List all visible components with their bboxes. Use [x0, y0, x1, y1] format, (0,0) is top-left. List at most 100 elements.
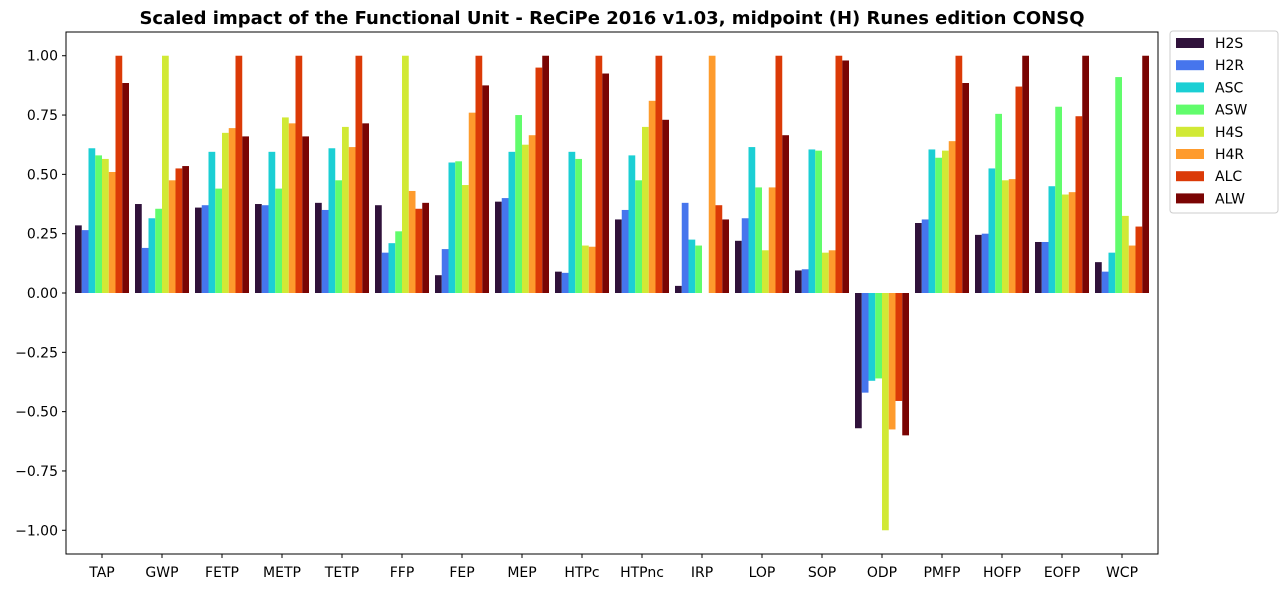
- y-tick-label: −0.50: [15, 405, 58, 421]
- legend-label-asw: ASW: [1215, 103, 1247, 119]
- x-tick-label-eofp: EOFP: [1044, 565, 1080, 581]
- bar-h4r-tap: [108, 171, 116, 293]
- bar-asc-lop: [748, 147, 756, 293]
- bar-h4r-lop: [768, 187, 776, 293]
- bar-h4s-mep: [522, 144, 529, 293]
- bar-asw-hofp: [995, 113, 1002, 293]
- x-tick-label-wcp: WCP: [1106, 565, 1138, 581]
- bars-group: [75, 55, 1149, 531]
- bar-alw-gwp: [182, 166, 189, 293]
- bar-asc-hofp: [988, 168, 996, 293]
- bar-h4s-tetp: [342, 126, 349, 293]
- bar-alw-htpc: [602, 73, 609, 294]
- bar-h4r-sop: [828, 250, 836, 293]
- bar-h4r-irp: [708, 55, 716, 294]
- bar-h4r-hofp: [1008, 179, 1016, 293]
- bar-h2r-wcp: [1101, 271, 1109, 293]
- bar-asc-ffp: [388, 243, 396, 293]
- bar-h4r-eofp: [1068, 192, 1076, 293]
- bar-h4r-fetp: [228, 128, 236, 293]
- bar-asw-gwp: [155, 208, 162, 293]
- bar-h4r-mep: [528, 135, 536, 293]
- bar-asc-metp: [268, 151, 276, 293]
- bar-alc-odp: [895, 293, 903, 401]
- bar-h2r-tetp: [321, 209, 329, 293]
- bar-alw-fetp: [242, 136, 249, 293]
- bar-asc-odp: [868, 293, 876, 381]
- bar-h4s-pmfp: [942, 150, 949, 293]
- x-tick-label-mep: MEP: [507, 565, 536, 581]
- bar-h2r-gwp: [141, 247, 149, 293]
- bar-asw-fetp: [215, 188, 222, 293]
- bar-h4s-gwp: [162, 55, 169, 294]
- bar-h2s-pmfp: [915, 223, 922, 293]
- legend-swatch-h2r: [1176, 60, 1204, 71]
- bar-h4s-htpnc: [642, 126, 649, 293]
- bar-h4r-pmfp: [948, 141, 956, 293]
- legend-swatch-asw: [1176, 104, 1204, 115]
- x-tick-label-tetp: TETP: [324, 565, 359, 581]
- bar-alw-irp: [722, 219, 729, 293]
- bar-h4r-htpnc: [648, 100, 656, 293]
- bar-h2s-gwp: [135, 204, 142, 293]
- legend-label-h4r: H4R: [1215, 147, 1244, 163]
- bar-h2r-fetp: [201, 205, 209, 293]
- bar-h4s-eofp: [1062, 194, 1069, 293]
- bar-asw-lop: [755, 187, 762, 293]
- bar-h2s-eofp: [1035, 241, 1042, 293]
- legend-swatch-h2s: [1176, 38, 1204, 48]
- bar-alw-tetp: [362, 123, 369, 293]
- x-tick-label-sop: SOP: [808, 565, 836, 581]
- bar-h2s-tap: [75, 225, 82, 293]
- bar-asw-htpnc: [635, 180, 642, 293]
- bar-h4r-wcp: [1128, 245, 1136, 293]
- bar-h2r-sop: [801, 269, 809, 293]
- bar-h2r-hofp: [981, 233, 989, 293]
- bar-h4s-sop: [822, 252, 829, 293]
- bar-asc-htpc: [568, 151, 576, 293]
- x-tick-label-odp: ODP: [867, 565, 897, 581]
- bar-h4s-fetp: [222, 132, 229, 293]
- bar-h2s-sop: [795, 270, 802, 293]
- bar-alc-hofp: [1015, 86, 1023, 293]
- bar-h4s-ffp: [402, 55, 409, 294]
- bar-alw-ffp: [422, 202, 429, 293]
- bar-asc-tap: [88, 148, 96, 293]
- y-ticks-group: −1.00 −0.75 −0.50 −0.25 0.00 0.25 0.50 0.75 1.00: [15, 49, 66, 539]
- bar-h4s-odp: [882, 293, 889, 531]
- y-tick-label: −1.00: [15, 523, 58, 539]
- bar-asw-mep: [515, 115, 522, 293]
- bar-alw-mep: [542, 55, 549, 294]
- bar-alc-eofp: [1075, 116, 1083, 293]
- bar-alc-ffp: [415, 208, 423, 293]
- chart-title: Scaled impact of the Functional Unit - R…: [139, 8, 1084, 29]
- bar-alc-gwp: [175, 168, 183, 293]
- bar-h2s-ffp: [375, 205, 382, 293]
- bar-asc-gwp: [148, 218, 156, 293]
- bar-alw-pmfp: [962, 83, 969, 293]
- x-tick-label-gwp: GWP: [145, 565, 178, 581]
- legend: H2S H2R ASC ASW H4S H4R ALC ALW: [1169, 30, 1279, 214]
- bar-asw-wcp: [1115, 77, 1122, 293]
- x-tick-label-lop: LOP: [749, 565, 776, 581]
- bar-alw-hofp: [1022, 55, 1029, 294]
- x-tick-label-htpc: HTPc: [564, 565, 599, 581]
- bar-h2s-wcp: [1095, 262, 1102, 293]
- bar-alc-pmfp: [955, 55, 963, 294]
- bar-h2r-odp: [861, 293, 869, 393]
- legend-label-h2s: H2S: [1215, 36, 1243, 52]
- y-tick-label: 1.00: [27, 49, 58, 65]
- bar-h4s-wcp: [1122, 215, 1129, 293]
- bar-asc-wcp: [1108, 252, 1116, 293]
- bar-asc-pmfp: [928, 149, 936, 293]
- legend-label-alc: ALC: [1215, 169, 1242, 185]
- y-tick-label: −0.75: [15, 464, 58, 480]
- bar-asw-ffp: [395, 231, 402, 293]
- bar-h4s-fep: [462, 185, 469, 293]
- legend-swatch-h4s: [1176, 126, 1204, 137]
- y-tick-label: 0.25: [27, 227, 58, 243]
- bar-asc-irp: [688, 239, 696, 293]
- bar-h2s-irp: [675, 285, 682, 293]
- bar-h2s-lop: [735, 240, 742, 293]
- bar-h2r-ffp: [381, 252, 389, 293]
